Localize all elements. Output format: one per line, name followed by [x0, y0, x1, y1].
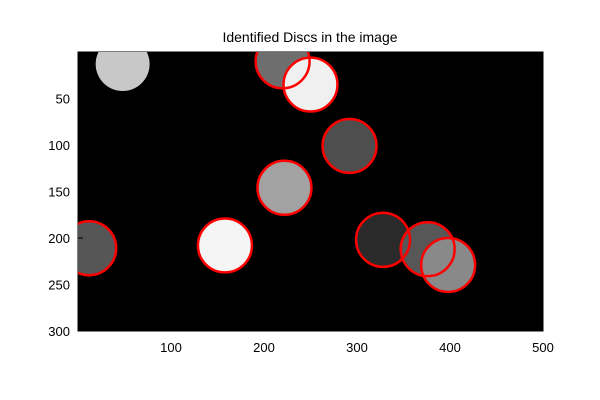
y-tick-label-200: 200 [48, 231, 70, 246]
y-tick-label-300: 300 [48, 324, 70, 339]
disc-5 [257, 160, 312, 215]
x-tick-label-300: 300 [346, 340, 368, 355]
y-tick-label-250: 250 [48, 278, 70, 293]
y-tick-label-150: 150 [48, 185, 70, 200]
disc-outline-7 [196, 217, 254, 274]
disc-outline-6 [78, 220, 118, 277]
disc-3 [283, 57, 338, 112]
x-tick-label-200: 200 [253, 340, 275, 355]
x-tick-label-400: 400 [439, 340, 461, 355]
y-tick-label-50: 50 [56, 92, 70, 107]
disc-7 [197, 218, 252, 273]
x-axis: 100 200 300 400 500 [160, 326, 554, 355]
disc-outline-9 [399, 220, 456, 278]
disc-4 [322, 118, 377, 173]
disc-outline-8 [354, 211, 412, 269]
x-tick-label-100: 100 [160, 340, 182, 355]
y-axis: 50 100 150 200 250 300 [48, 92, 83, 339]
disc-outline-3 [282, 56, 339, 113]
disc-outline-4 [321, 117, 378, 175]
discs-layer [78, 52, 477, 294]
disc-outline-10 [419, 236, 477, 294]
x-tick-label-500: 500 [532, 340, 554, 355]
disc-8 [356, 212, 411, 267]
chart-title: Identified Discs in the image [222, 29, 397, 45]
disc-outline-5 [256, 159, 313, 216]
y-tick-label-100: 100 [48, 138, 70, 153]
disc-1 [95, 52, 150, 92]
disc-6 [78, 221, 117, 276]
